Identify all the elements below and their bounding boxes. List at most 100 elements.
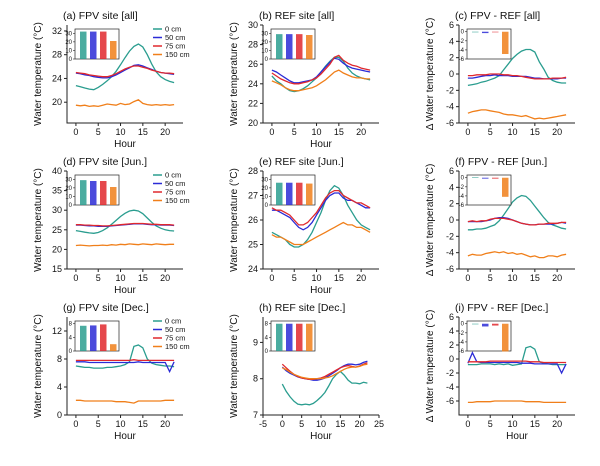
inset-y-tick-label: -2 (459, 185, 465, 191)
y-tick-label: 32 (52, 26, 62, 36)
x-tick-label: 20 (552, 419, 562, 429)
x-tick-label: 15 (530, 127, 540, 137)
inset-bar-chart: 0 4 8 (265, 320, 316, 355)
inset-y-tick-label: 0 (69, 57, 73, 63)
legend-label: 50 cm (165, 33, 185, 42)
legend-label: 75 cm (165, 334, 185, 343)
y-tick-label: -2 (446, 85, 454, 95)
axis-frame (66, 25, 183, 124)
y-tick-label: 28 (248, 166, 258, 176)
x-tick-label: 25 (374, 419, 384, 429)
legend-label: 0 cm (165, 317, 181, 326)
legend-label: 50 cm (165, 325, 185, 334)
inset-y-tick-label: -2 (459, 331, 465, 337)
legend-label: 0 cm (165, 25, 181, 34)
y-tick-label: -6 (446, 396, 454, 406)
y-axis-label: Δ Water temperature (°C) (425, 18, 436, 131)
y-tick-label: 24 (248, 264, 258, 274)
y-tick-label: 12 (52, 326, 62, 336)
x-tick-label: 5 (488, 273, 493, 283)
x-tick-label: 20 (552, 127, 562, 137)
x-axis-label: Hour (114, 139, 136, 150)
y-tick-label: 20 (52, 97, 62, 107)
x-tick-label: 5 (96, 127, 101, 137)
y-tick-label: 30 (52, 205, 62, 215)
series-line-50cm (271, 57, 371, 84)
inset-bar (296, 182, 303, 205)
inset-bar (296, 323, 303, 351)
inset-bar (482, 323, 489, 327)
series-line-75cm (467, 73, 567, 80)
inset-bar (110, 344, 117, 351)
x-axis-label: Hour (114, 285, 136, 296)
inset-bar (110, 41, 117, 59)
panel-title: (c) FPV - REF [all] (455, 10, 540, 22)
x-tick-label: 15 (138, 273, 148, 283)
x-tick-label: 10 (312, 127, 322, 137)
y-tick-label: 24 (248, 79, 258, 89)
y-tick-label: 8 (253, 374, 258, 384)
y-tick-label: -6 (446, 118, 454, 128)
inset-bar (80, 180, 87, 205)
inset-bar (482, 31, 489, 34)
x-tick-label: 10 (508, 419, 518, 429)
inset-y-tick-label: 0 (69, 349, 73, 355)
y-tick-label: 2 (449, 199, 454, 209)
x-tick-label: 0 (280, 419, 285, 429)
inset-y-tick-label: 20 (261, 40, 268, 46)
series-line-150cm (75, 99, 175, 108)
series-line-75cm (75, 65, 175, 78)
y-tick-label: 0 (449, 215, 454, 225)
panel-i: (i) FPV - REF [Dec.] 0 5 10 15 20 -6 -4 -2 0 2 4 6 Ho… (425, 302, 575, 442)
y-tick-label: 2 (449, 53, 454, 63)
inset-bar (296, 34, 303, 59)
inset-bar (286, 182, 293, 205)
panel-h: (h) REF site [Dec.] -5 0 5 10 15 20 25 7 8 9 Hour Wa… (229, 302, 384, 442)
panel-g: (g) FPV site [Dec.] 0 5 10 15 20 0 4 8 12 Hour Wate… (33, 302, 190, 442)
inset-bar (306, 183, 313, 205)
inset-bar (276, 323, 283, 351)
inset-bar (482, 177, 489, 179)
x-tick-label: 0 (465, 273, 470, 283)
series-line-150cm (467, 251, 567, 259)
x-axis-label: Hour (114, 431, 136, 442)
x-tick-label: 0 (269, 273, 274, 283)
x-tick-label: 10 (116, 273, 126, 283)
panel-e: (e) REF site [Jun.] 0 5 10 15 20 24 25 26 27 28 Hou… (229, 156, 379, 296)
panel-title: (f) FPV - REF [Jun.] (455, 156, 547, 168)
x-tick-label: 10 (116, 419, 126, 429)
x-tick-label: 5 (488, 419, 493, 429)
panel-a: (a) FPV site [all] 0 5 10 15 20 20 24 28 32 Hour Wa… (33, 10, 190, 150)
x-tick-label: 10 (508, 273, 518, 283)
y-tick-label: 20 (248, 118, 258, 128)
series-line-0cm (281, 370, 368, 406)
inset-y-tick-label: -4 (459, 340, 465, 346)
inset-y-tick-label: -4 (459, 48, 465, 54)
inset-y-tick-label: 0 (265, 349, 269, 355)
inset-bar (502, 323, 509, 352)
series-line-75cm (467, 360, 567, 364)
inset-y-tick-label: 0 (461, 30, 465, 36)
inset-y-tick-label: 4 (265, 335, 269, 341)
y-tick-label: 4 (449, 36, 454, 46)
x-tick-label: 20 (552, 273, 562, 283)
x-tick-label: 5 (299, 419, 304, 429)
inset-bar (492, 177, 499, 179)
inset-bar (80, 31, 87, 59)
series-line-150cm (467, 400, 567, 404)
y-tick-label: 2 (449, 340, 454, 350)
y-axis-label: Water temperature (°C) (229, 168, 240, 272)
x-tick-label: 15 (138, 419, 148, 429)
legend-label: 0 cm (165, 171, 181, 180)
inset-bar-chart: 0 10 20 30 (261, 28, 316, 63)
inset-bar-chart: 0 10 20 30 (261, 174, 316, 209)
panel-title: (e) REF site [Jun.] (259, 156, 344, 168)
y-tick-label: 20 (52, 244, 62, 254)
series-line-75cm (75, 222, 175, 227)
y-axis-label: Water temperature (°C) (229, 22, 240, 126)
x-axis-label: Hour (310, 431, 332, 442)
x-tick-label: 5 (488, 127, 493, 137)
